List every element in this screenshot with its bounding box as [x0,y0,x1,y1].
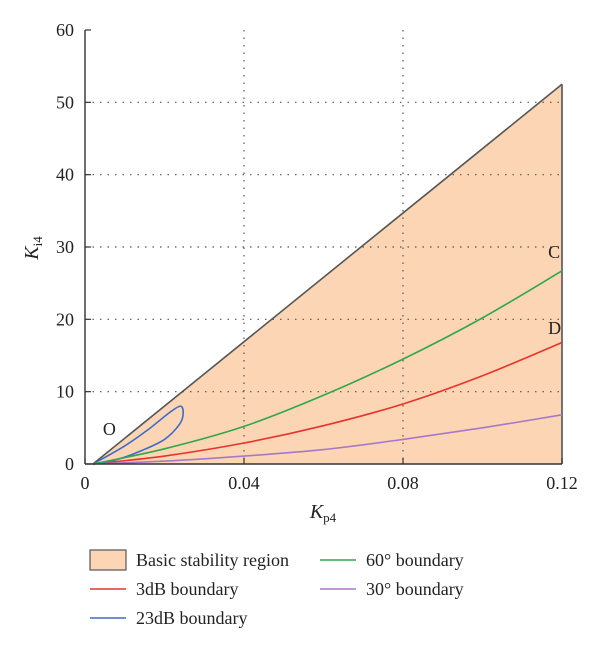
y-axis-label-sub: i4 [30,236,45,247]
legend-label: Basic stability region [136,550,289,570]
legend-item-30-boundary: 30° boundary [320,579,464,599]
annotation-c: C [548,242,560,262]
legend-item-basic-stability-region: Basic stability region [89,549,289,571]
legend: Basic stability region 60° boundary 3dB bo… [89,549,464,628]
series-line-60-boundary [92,270,563,465]
legend-swatch [89,549,127,571]
y-tick-label-4: 40 [56,165,74,185]
x-axis-label: Kp4 [309,501,337,525]
y-tick-label-5: 50 [56,92,74,112]
x-tick-label-1: 0.04 [228,473,260,493]
legend-label: 30° boundary [366,579,464,599]
series-line-30-boundary [92,414,563,465]
annotation-d: D [548,318,561,338]
y-tick-label-6: 60 [56,20,74,40]
region-upper-edge [92,83,563,465]
y-tick-label-3: 30 [56,237,74,257]
y-tick-label-2: 20 [56,309,74,329]
y-tick-label-1: 10 [56,382,74,402]
legend-label: 60° boundary [366,550,464,570]
legend-item-60-boundary: 60° boundary [320,550,464,570]
legend-label: 3dB boundary [136,579,239,599]
legend-label: 23dB boundary [136,608,248,628]
series-line-3db-boundary [92,341,563,465]
x-tick-label-2: 0.08 [387,473,419,493]
y-tick-label-0: 0 [65,454,74,474]
x-tick-label-0: 0 [81,473,90,493]
axes: Ki4 Kp4 0 10 20 30 40 50 60 0 0.04 0.08 0.12 [21,20,578,525]
x-axis-label-main: K [309,501,325,523]
x-tick-label-3: 0.12 [546,473,578,493]
series-line-23db-boundary [92,405,185,465]
y-axis-label-main: K [21,245,43,261]
legend-item-3db-boundary: 3dB boundary [90,579,239,599]
annotation-o: O [103,419,116,439]
plot-area: O C D [85,30,563,465]
y-axis-label: Ki4 [21,236,45,261]
legend-item-23db-boundary: 23dB boundary [90,608,248,628]
x-axis-label-sub: p4 [323,510,337,525]
